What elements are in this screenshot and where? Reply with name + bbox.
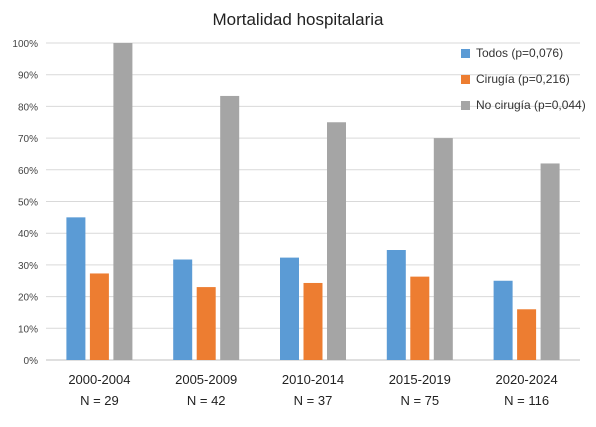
bar-2010-2014-series-2 — [327, 122, 346, 360]
x-tick-label: 2015-2019 — [389, 372, 451, 387]
y-tick-label: 30% — [18, 261, 38, 272]
x-tick-label: 2010-2014 — [282, 372, 344, 387]
bar-2020-2024-series-1 — [517, 309, 537, 360]
bar-2010-2014-series-0 — [280, 257, 299, 360]
y-tick-label: 90% — [18, 71, 38, 82]
y-axis-ticks: 0% 10% 20% 30% 40% 50% 60% 70% 80% 90% 100% — [12, 39, 38, 367]
x-tick-n-label: N = 29 — [80, 393, 119, 408]
bar-2000-2004-series-2 — [113, 43, 133, 360]
y-tick-label: 100% — [12, 39, 38, 50]
y-tick-label: 50% — [18, 198, 38, 209]
x-tick-label: 2000-2004 — [68, 372, 130, 387]
bars — [66, 43, 560, 361]
legend-swatch-todos — [461, 48, 470, 58]
bar-2015-2019-series-0 — [386, 250, 406, 360]
y-tick-label: 0% — [24, 356, 39, 367]
x-tick-n-label: N = 75 — [400, 393, 439, 408]
bar-2015-2019-series-2 — [433, 138, 453, 360]
legend-item-todos: Todos (p=0,076) — [461, 40, 586, 66]
y-tick-label: 10% — [18, 324, 38, 335]
bar-2000-2004-series-0 — [66, 217, 86, 360]
y-tick-label: 70% — [18, 134, 38, 145]
x-tick-n-label: N = 116 — [504, 393, 549, 408]
chart-title: Mortalidad hospitalaria — [212, 10, 384, 29]
bar-2020-2024-series-2 — [540, 163, 560, 360]
legend: Todos (p=0,076) Cirugía (p=0,216) No cir… — [461, 40, 586, 118]
bar-2005-2009-series-2 — [220, 95, 240, 361]
legend-item-no-cirugia: No cirugía (p=0,044) — [461, 92, 586, 118]
legend-swatch-no-cirugia — [461, 100, 470, 110]
bar-2020-2024-series-0 — [493, 280, 513, 360]
x-tick-label: 2005-2009 — [175, 372, 237, 387]
x-axis-ticks: 2000-2004 N = 29 2005-2009 N = 42 2010-2014 N… — [68, 372, 557, 408]
bar-2000-2004-series-1 — [89, 273, 109, 360]
bar-2005-2009-series-1 — [196, 287, 216, 360]
legend-swatch-cirugia — [461, 74, 470, 84]
legend-label-todos: Todos (p=0,076) — [476, 46, 564, 60]
y-tick-label: 20% — [18, 293, 38, 304]
y-tick-label: 40% — [18, 229, 38, 240]
legend-item-cirugia: Cirugía (p=0,216) — [461, 66, 586, 92]
x-tick-n-label: N = 37 — [294, 393, 333, 408]
x-tick-n-label: N = 42 — [187, 393, 226, 408]
bar-2010-2014-series-1 — [303, 282, 323, 360]
x-tick-label: 2020-2024 — [496, 372, 558, 387]
y-tick-label: 80% — [18, 102, 38, 113]
bar-2015-2019-series-1 — [410, 276, 430, 360]
legend-label-no-cirugia: No cirugía (p=0,044) — [476, 98, 586, 112]
y-tick-label: 60% — [18, 166, 38, 177]
bar-2005-2009-series-0 — [173, 259, 193, 360]
legend-label-cirugia: Cirugía (p=0,216) — [476, 72, 570, 86]
